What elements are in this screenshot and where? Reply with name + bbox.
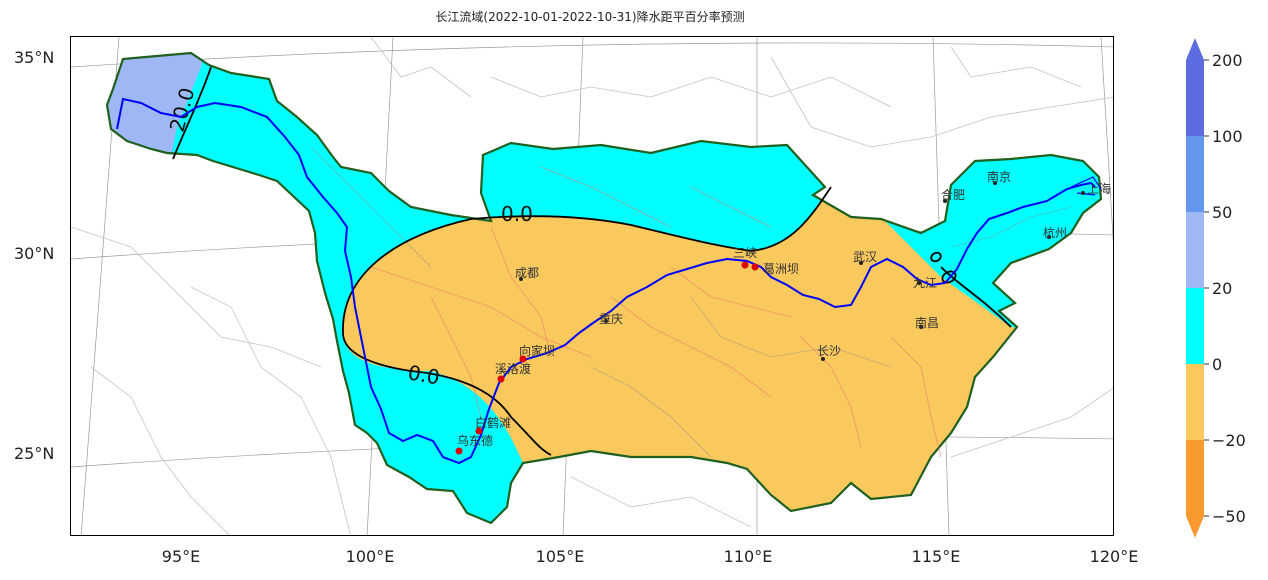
map-panel: 20.0 0.0 0.0 成都 重庆 向家坝 溪洛渡 xyxy=(70,36,1114,536)
province-boundaries xyxy=(71,37,1113,535)
city-label: 九江 xyxy=(913,276,937,290)
colorbar-band-20-50 xyxy=(1186,212,1204,288)
city-markers: 成都 重庆 向家坝 溪洛渡 白鹤滩 乌东德 xyxy=(455,169,1111,455)
city-label: 长沙 xyxy=(817,344,841,358)
contour-twenty-line xyxy=(172,66,212,160)
lat-label-30: 30°N xyxy=(14,244,55,263)
city-changsha: 长沙 xyxy=(817,344,841,361)
station-label: 溪洛渡 xyxy=(495,361,531,376)
city-dot xyxy=(604,319,608,323)
station-label: 三峡 xyxy=(733,246,757,260)
station-dot xyxy=(751,263,759,271)
city-nanjing: 南京 xyxy=(987,169,1011,185)
tributary-lines xyxy=(370,166,942,458)
basin-subdivisions xyxy=(310,146,1072,458)
city-label: 成都 xyxy=(515,266,539,280)
city-shanghai: 上海 xyxy=(1081,181,1111,196)
city-jiujiang: 九江 xyxy=(913,276,937,290)
lon-label-100: 100°E xyxy=(345,547,395,566)
station-wudongde: 乌东德 xyxy=(455,433,493,455)
city-dot xyxy=(859,261,863,265)
light-blue-region xyxy=(107,53,209,157)
colorbar-top-extension xyxy=(1186,38,1204,60)
anomaly-fill xyxy=(107,53,1101,523)
colorbar-label-50: 50 xyxy=(1212,203,1232,222)
map-svg: 20.0 0.0 0.0 成都 重庆 向家坝 溪洛渡 xyxy=(71,37,1113,535)
station-label: 乌东德 xyxy=(457,433,493,448)
lon-label-95: 95°E xyxy=(161,547,201,566)
station-dot xyxy=(455,447,463,455)
station-baihetan: 白鹤滩 xyxy=(475,415,511,435)
contour-zero-lower-line xyxy=(410,370,552,456)
station-label: 白鹤滩 xyxy=(475,415,511,430)
station-xiluodu: 溪洛渡 xyxy=(495,361,531,383)
city-chongqing: 重庆 xyxy=(599,312,623,326)
city-dot xyxy=(1081,191,1085,195)
map-title: 长江流域(2022-10-01-2022-10-31)降水距平百分率预测 xyxy=(435,10,745,24)
colorbar-band-neg20-0 xyxy=(1186,364,1204,440)
colorbar-band-100-200 xyxy=(1186,60,1204,136)
city-dot xyxy=(993,181,997,185)
station-xiangjiaba: 向家坝 xyxy=(519,343,555,363)
colorbar-band-neg50-neg20 xyxy=(1186,440,1204,516)
city-label: 南京 xyxy=(987,169,1011,184)
city-label: 上海 xyxy=(1087,181,1111,196)
city-dot xyxy=(919,325,923,329)
city-label: 杭州 xyxy=(1043,225,1067,240)
colorbar-bottom-extension xyxy=(1186,516,1204,538)
river-delta xyxy=(1070,176,1102,196)
station-dot xyxy=(519,355,527,363)
contour-label-zero: 0.0 xyxy=(501,202,533,226)
station-label: 向家坝 xyxy=(519,343,555,358)
city-label: 武汉 xyxy=(853,250,877,264)
lon-label-105: 105°E xyxy=(535,547,585,566)
lon-label-115: 115°E xyxy=(911,547,961,566)
station-label: 葛洲坝 xyxy=(763,262,799,276)
contour-small-loop xyxy=(941,270,957,284)
colorbar-label-20: 20 xyxy=(1212,279,1232,298)
city-dot xyxy=(917,281,921,285)
city-hefei: 合肥 xyxy=(941,187,965,203)
station-dot xyxy=(497,375,505,383)
colorbar-ticks xyxy=(1204,59,1209,517)
contours xyxy=(172,66,1012,456)
colorbar: 200 100 50 20 0 −20 −50 xyxy=(1186,38,1246,538)
lon-label-110: 110°E xyxy=(723,547,773,566)
station-gezhouba: 葛洲坝 xyxy=(751,262,799,276)
contour-label-zero-lower: 0.0 xyxy=(406,360,441,389)
lat-line-35 xyxy=(71,42,1113,68)
city-dot xyxy=(821,357,825,361)
city-wuhan: 武汉 xyxy=(853,250,877,265)
lon-line-120 xyxy=(1100,37,1113,243)
station-dot xyxy=(741,261,749,269)
city-nanchang: 南昌 xyxy=(915,315,939,330)
lat-label-35: 35°N xyxy=(14,48,55,67)
contour-zero-line xyxy=(342,186,832,372)
lon-label-120: 120°E xyxy=(1089,547,1139,566)
colorbar-band-50-100 xyxy=(1186,136,1204,212)
city-label: 重庆 xyxy=(599,312,623,326)
city-hangzhou: 杭州 xyxy=(1043,225,1067,240)
colorbar-band-0-20 xyxy=(1186,288,1204,364)
colorbar-label-200: 200 xyxy=(1212,51,1243,70)
yangtze-river xyxy=(116,97,1096,465)
contour-small-loop-2 xyxy=(930,251,942,263)
colorbar-label-neg50: −50 xyxy=(1212,507,1246,526)
city-label: 南昌 xyxy=(915,315,939,330)
colorbar-label-0: 0 xyxy=(1212,355,1222,374)
city-dot xyxy=(1047,235,1051,239)
city-dot xyxy=(519,277,523,281)
city-label: 合肥 xyxy=(941,187,965,202)
station-dot xyxy=(475,427,483,435)
city-dot xyxy=(943,199,947,203)
colorbar-label-neg20: −20 xyxy=(1212,431,1246,450)
colorbar-label-100: 100 xyxy=(1212,127,1243,146)
station-sanxia: 三峡 xyxy=(733,246,757,269)
negative-anomaly-region xyxy=(342,187,1101,523)
city-chengdu: 成都 xyxy=(515,266,539,281)
lat-label-25: 25°N xyxy=(14,444,55,463)
